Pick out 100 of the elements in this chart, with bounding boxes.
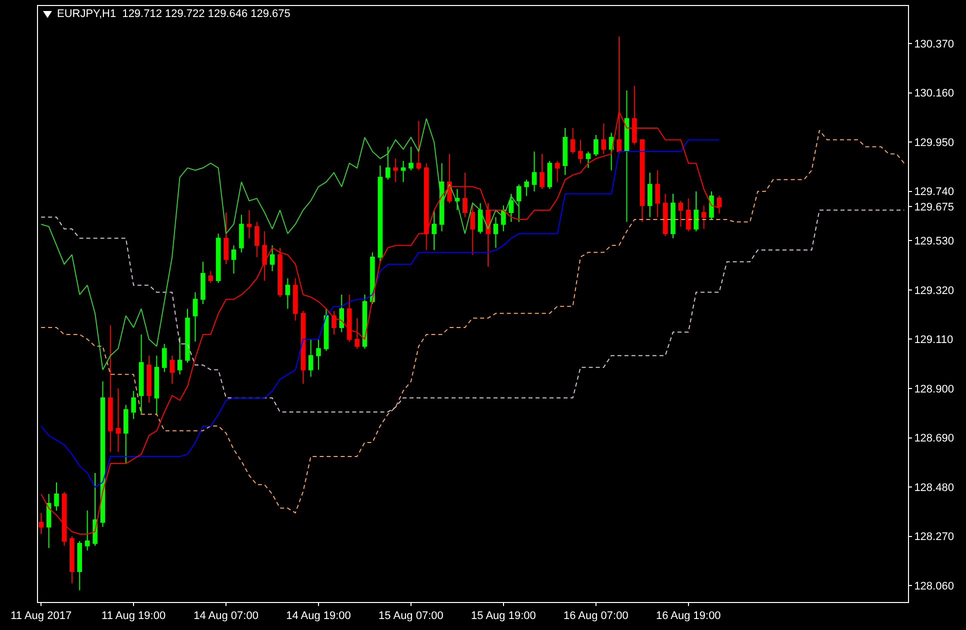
candlestick	[185, 308, 190, 364]
candlestick	[346, 294, 352, 342]
candlestick	[46, 494, 52, 549]
candlestick	[254, 221, 260, 258]
candlestick	[231, 244, 236, 274]
candlestick	[92, 472, 98, 546]
candlestick	[108, 324, 113, 452]
candlestick	[131, 390, 136, 420]
candlestick	[246, 210, 252, 239]
x-tick-label: 15 Aug 07:00	[378, 610, 444, 622]
candlestick	[524, 179, 529, 197]
candlestick	[154, 355, 160, 415]
candlestick	[578, 139, 583, 164]
candlestick	[462, 172, 468, 218]
candlestick	[516, 184, 522, 222]
line-series	[40, 118, 520, 370]
candlestick	[608, 132, 614, 171]
candlestick	[408, 146, 414, 171]
candlestick	[416, 120, 422, 171]
line-series	[40, 139, 720, 488]
chart-title: EURJPY,H1 129.712 129.722 129.646 129.675	[56, 8, 290, 20]
candlestick	[686, 198, 691, 232]
candlestick	[670, 193, 676, 239]
candlestick	[162, 343, 167, 373]
candlestick	[177, 336, 182, 375]
candlestick	[470, 202, 475, 256]
candlestick	[308, 338, 314, 378]
candlestick	[601, 122, 606, 154]
line-series	[40, 130, 905, 514]
candlestick	[332, 310, 336, 335]
x-tick-label: 14 Aug 19:00	[286, 610, 351, 622]
y-tick-label: 130.370	[914, 38, 954, 50]
candlestick	[200, 261, 206, 304]
candlestick	[70, 536, 74, 584]
candlestick	[508, 193, 514, 222]
candlestick	[594, 134, 598, 157]
candlestick	[192, 292, 198, 342]
y-tick-label: 129.110	[914, 334, 954, 346]
candlestick	[640, 139, 645, 222]
candlestick	[239, 214, 244, 253]
x-tick-label: 16 Aug 19:00	[656, 610, 721, 622]
y-tick-label: 130.160	[914, 88, 954, 100]
y-tick-label: 128.480	[914, 482, 954, 494]
candlestick	[694, 190, 698, 232]
candlestick	[316, 338, 321, 370]
candlestick	[532, 150, 537, 192]
candlestick	[292, 278, 298, 321]
candlestick	[77, 540, 82, 591]
x-tick-label: 16 Aug 07:00	[563, 610, 628, 622]
candlestick	[393, 158, 398, 182]
candlestick	[270, 244, 275, 272]
candlestick	[138, 334, 144, 415]
candlestick	[540, 153, 544, 190]
y-tick-label: 128.690	[914, 432, 954, 445]
candlestick	[54, 482, 59, 511]
candlestick	[547, 160, 552, 190]
candlestick	[701, 204, 706, 230]
candlestick	[116, 388, 121, 452]
y-tick-label: 128.900	[914, 383, 954, 396]
candlestick	[224, 212, 228, 265]
candlestick	[400, 160, 406, 182]
candlestick	[678, 200, 684, 228]
candlestick	[478, 202, 483, 234]
candlestick	[493, 216, 498, 248]
candlestick	[570, 128, 576, 154]
y-tick-label: 129.950	[914, 136, 954, 149]
candlestick	[454, 188, 460, 211]
candlestick	[586, 150, 591, 168]
x-tick-label: 14 Aug 07:00	[194, 610, 258, 622]
candlestick	[709, 190, 714, 220]
candlestick	[339, 294, 344, 333]
x-tick-label: 11 Aug 2017	[10, 610, 72, 622]
candlestick	[170, 355, 174, 384]
candlestick	[447, 153, 452, 204]
candlestick	[562, 128, 568, 176]
y-tick-label: 129.320	[914, 284, 954, 297]
candlestick	[285, 278, 290, 310]
candlestick	[385, 146, 390, 180]
candlestick	[216, 233, 221, 284]
candlestick	[432, 210, 436, 251]
candlestick	[424, 162, 429, 251]
candlestick	[354, 318, 360, 350]
candlestick	[655, 170, 660, 218]
candlestick	[278, 247, 282, 298]
line-series	[40, 210, 905, 412]
candlestick	[38, 512, 44, 534]
candlestick	[300, 310, 306, 384]
y-tick-label: 129.740	[914, 186, 954, 198]
candlestick	[486, 202, 490, 267]
candlestick	[378, 165, 383, 262]
x-tick-label: 15 Aug 19:00	[471, 610, 536, 622]
candlestick	[624, 90, 630, 222]
y-tick-label: 128.060	[914, 580, 954, 592]
y-tick-label: 128.270	[914, 531, 954, 544]
y-tick-label: 129.675	[914, 201, 954, 214]
candlestick	[123, 404, 128, 464]
y-tick-label: 129.530	[914, 236, 954, 248]
candlestick	[208, 270, 213, 284]
candlestick	[100, 380, 106, 528]
candlestick	[370, 252, 375, 304]
